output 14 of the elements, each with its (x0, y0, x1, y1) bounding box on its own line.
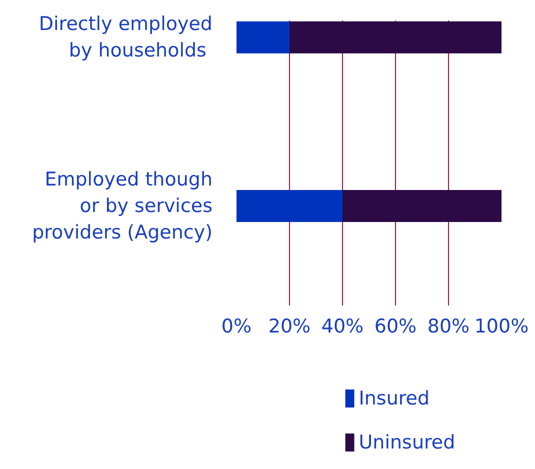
x-tick-label: 80% (427, 316, 470, 338)
y-tick-label: Employed though or by services providers (Agency) (32, 168, 213, 244)
legend-label: Uninsured (358, 432, 456, 454)
bar (236, 21, 290, 54)
x-tick-label: 100% (474, 316, 529, 338)
y-tick-label: Directly employed by households (38, 13, 212, 62)
x-tick-label: 0% (221, 316, 252, 338)
bar (236, 190, 342, 222)
bar (290, 21, 502, 54)
x-tick-label: 20% (268, 316, 311, 338)
legend-label: Insured (358, 388, 430, 410)
x-tick-label: 40% (321, 316, 364, 338)
bar (342, 190, 502, 222)
x-tick-label: 60% (374, 316, 417, 338)
